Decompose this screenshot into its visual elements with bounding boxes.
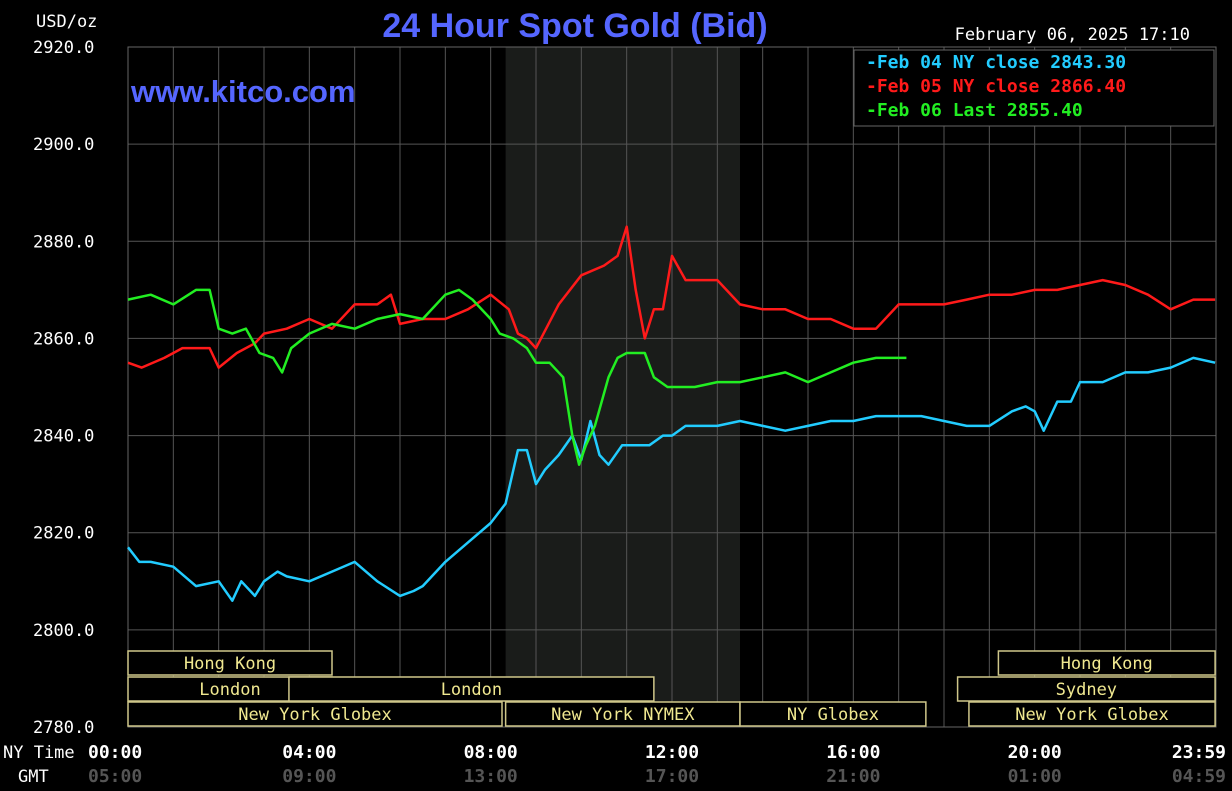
- x-tick-label-ny: 12:00: [645, 742, 699, 763]
- session-bar: Hong Kong: [127, 650, 333, 676]
- chart-title: 24 Hour Spot Gold (Bid): [382, 7, 767, 45]
- x-tick-label-gmt: 05:00: [88, 766, 142, 787]
- session-box: [739, 701, 927, 727]
- session-bar: New York Globex: [968, 701, 1216, 727]
- series-lines: [127, 225, 1216, 602]
- x-tick-label-ny: 23:59: [1172, 742, 1226, 763]
- plot-frame: [127, 46, 1217, 728]
- session-box: [288, 676, 655, 702]
- session-bar: New York NYMEX: [504, 701, 741, 727]
- x-tick-label-ny: 08:00: [464, 742, 518, 763]
- legend: -Feb 04 NY close 2843.30 -Feb 05 NY close…: [853, 49, 1215, 127]
- units-label: USD/oz: [36, 12, 97, 32]
- y-tick-label: 2860.0: [33, 329, 94, 349]
- nymex-session-shading: [505, 47, 740, 727]
- y-axis-labels: 2920.0 2900.0 2880.0 2860.0 2840.0 2820.0 2800…: [33, 38, 94, 738]
- trading-sessions: Hong Kong Hong Kong London London Sydney New …: [127, 650, 1216, 727]
- legend-entry: -Feb 04 NY close 2843.30: [866, 52, 1126, 73]
- y-tick-label: 2820.0: [33, 524, 94, 544]
- session-box: [127, 650, 333, 676]
- x-tick-label-gmt: 13:00: [464, 766, 518, 787]
- session-box: [956, 676, 1216, 702]
- session-bar: London: [288, 676, 655, 702]
- legend-box: [853, 49, 1215, 127]
- x-axis-labels: 00:00 05:00 04:00 09:00 08:00 13:00 12:00 17:00…: [88, 742, 1226, 787]
- x-tick-label-gmt: 09:00: [282, 766, 336, 787]
- series-line: [127, 288, 907, 466]
- session-box: [997, 650, 1216, 676]
- session-bar: Sydney: [956, 676, 1216, 702]
- y-tick-label: 2880.0: [33, 232, 94, 252]
- y-tick-label: 2800.0: [33, 621, 94, 641]
- session-label: New York NYMEX: [551, 705, 695, 725]
- session-box: [127, 701, 503, 727]
- x-tick-label-gmt: 17:00: [645, 766, 699, 787]
- ny-time-row-label: NY Time: [3, 743, 75, 763]
- session-label: Sydney: [1056, 680, 1117, 700]
- x-tick-label-gmt: 21:00: [826, 766, 880, 787]
- legend-entry: -Feb 06 Last 2855.40: [866, 100, 1083, 121]
- y-tick-label: 2920.0: [33, 38, 94, 58]
- x-tick-label-gmt: 04:59: [1172, 766, 1226, 787]
- x-tick-label-ny: 00:00: [88, 742, 142, 763]
- timestamp: February 06, 2025 17:10: [955, 25, 1190, 45]
- watermark: www.kitco.com: [130, 74, 356, 109]
- session-label: Hong Kong: [184, 654, 276, 674]
- grid: [127, 46, 1217, 728]
- session-box: [968, 701, 1216, 727]
- session-bar: NY Globex: [739, 701, 927, 727]
- session-label: London: [441, 680, 502, 700]
- series-line: [127, 225, 1216, 369]
- x-tick-label-ny: 20:00: [1008, 742, 1062, 763]
- y-tick-label: 2780.0: [33, 718, 94, 738]
- legend-entry: -Feb 05 NY close 2866.40: [866, 76, 1126, 97]
- y-tick-label: 2840.0: [33, 427, 94, 447]
- x-tick-label-gmt: 01:00: [1008, 766, 1062, 787]
- x-tick-label-ny: 16:00: [826, 742, 880, 763]
- session-label: NY Globex: [787, 705, 879, 725]
- session-bar: New York Globex: [127, 701, 503, 727]
- gmt-row-label: GMT: [18, 767, 49, 787]
- session-label: London: [199, 680, 260, 700]
- session-bar: Hong Kong: [997, 650, 1216, 676]
- y-tick-label: 2900.0: [33, 135, 94, 155]
- session-label: Hong Kong: [1061, 654, 1153, 674]
- series-line: [127, 356, 1216, 602]
- session-label: New York Globex: [1015, 705, 1169, 725]
- session-label: New York Globex: [238, 705, 392, 725]
- x-tick-label-ny: 04:00: [282, 742, 336, 763]
